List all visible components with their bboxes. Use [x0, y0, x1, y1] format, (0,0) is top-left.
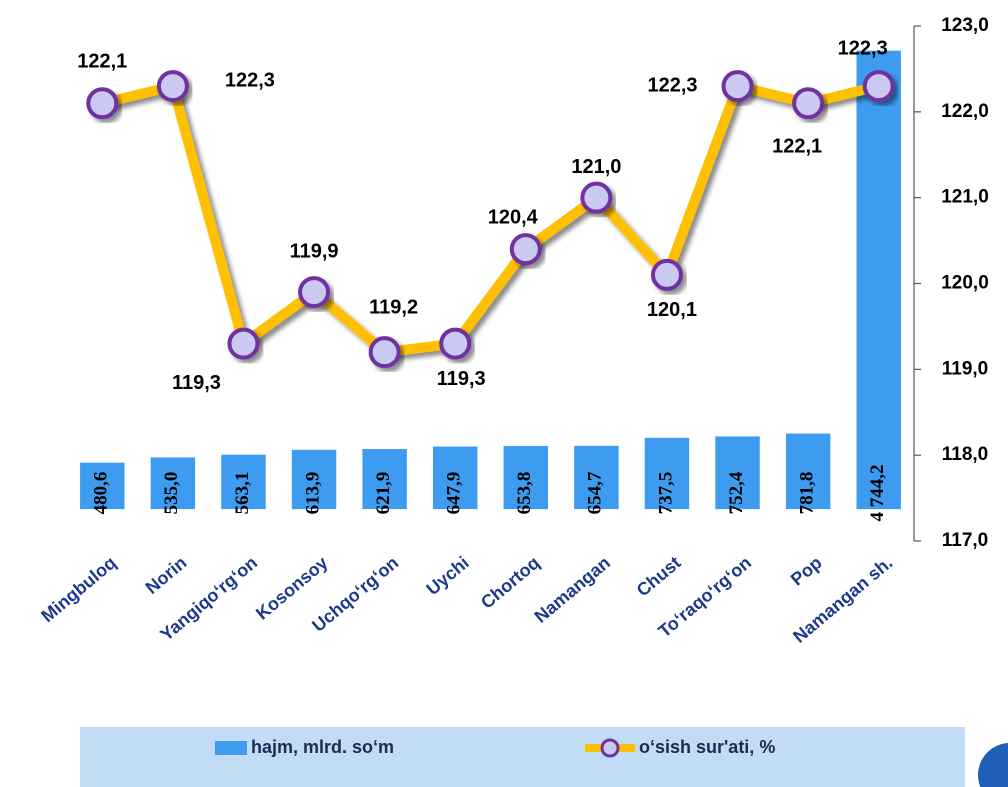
bar [221, 454, 266, 510]
line-marker [509, 233, 542, 266]
bar-value-label: 535,0 [161, 472, 182, 515]
legend-label: hajm, mlrd. so‘m [251, 737, 394, 757]
y2-tick-label: 118,0 [942, 444, 989, 465]
line-value-label: 119,9 [290, 240, 339, 262]
line-value-label: 119,2 [369, 296, 418, 318]
bar [644, 437, 690, 510]
bar [856, 50, 901, 510]
legend-label: o‘sish sur'ati, % [639, 737, 775, 757]
line-marker [580, 181, 613, 214]
bar [291, 449, 337, 510]
x-tick-label: Uychi [422, 552, 472, 599]
y2-tick-label: 119,0 [942, 358, 989, 379]
line-marker [156, 70, 189, 103]
line-marker [721, 70, 754, 103]
bar-value-label: 653,8 [514, 472, 535, 515]
bar [503, 445, 549, 510]
bar-value-label: 563,1 [232, 472, 253, 515]
bar [715, 436, 760, 510]
bar [432, 446, 478, 510]
line-value-label: 122,1 [772, 136, 822, 158]
line-value-label: 120,1 [647, 299, 697, 321]
line-marker [439, 327, 472, 360]
legend-swatch [600, 738, 620, 758]
line-value-label: 119,3 [437, 368, 486, 390]
bar [785, 433, 831, 510]
line-value-label: 121,0 [571, 156, 621, 178]
bar-value-label: 654,7 [585, 471, 606, 514]
line-marker [650, 258, 683, 291]
y2-tick-label: 122,0 [941, 101, 989, 122]
bar-value-label: 613,9 [302, 472, 323, 515]
line-marker [368, 336, 401, 369]
line-value-label: 122,3 [838, 37, 888, 59]
decoration [978, 743, 1008, 787]
bar-value-label: 4 744,2 [867, 465, 888, 522]
bar-value-label: 480,6 [91, 472, 112, 515]
x-tick-label: Pop [787, 552, 826, 589]
line-marker [86, 87, 119, 120]
x-tick-label: Chortoq [477, 552, 543, 612]
bar-value-label: 621,9 [373, 472, 394, 515]
x-tick-label: Norin [142, 552, 191, 598]
bar-value-label: 752,4 [726, 471, 747, 514]
bar [574, 445, 619, 510]
y2-tick-label: 121,0 [941, 187, 989, 208]
line-value-label: 119,3 [172, 372, 221, 394]
line-value-label: 122,3 [225, 69, 275, 91]
bar [80, 462, 125, 510]
line-marker [227, 327, 260, 360]
x-tick-label: Namangan [531, 552, 614, 626]
line-marker [298, 276, 331, 309]
bar-value-label: 737,5 [655, 472, 676, 515]
line-marker [862, 70, 895, 103]
y2-tick-label: 117,0 [942, 530, 989, 551]
legend-swatch [215, 741, 247, 755]
legend-box [80, 727, 965, 787]
y2-tick-label: 123,0 [941, 15, 989, 36]
line-marker [792, 87, 825, 120]
line-value-label: 122,1 [77, 51, 127, 73]
bar-value-label: 647,9 [444, 472, 465, 515]
y2-tick-label: 120,0 [941, 273, 989, 294]
x-tick-label: Chust [633, 552, 685, 600]
x-tick-label: Mingbuloq [37, 552, 120, 626]
bar-value-label: 781,8 [796, 472, 817, 515]
bar [362, 449, 407, 510]
line-value-label: 122,3 [648, 74, 698, 96]
bar [150, 457, 196, 510]
line-value-label: 120,4 [488, 206, 539, 228]
